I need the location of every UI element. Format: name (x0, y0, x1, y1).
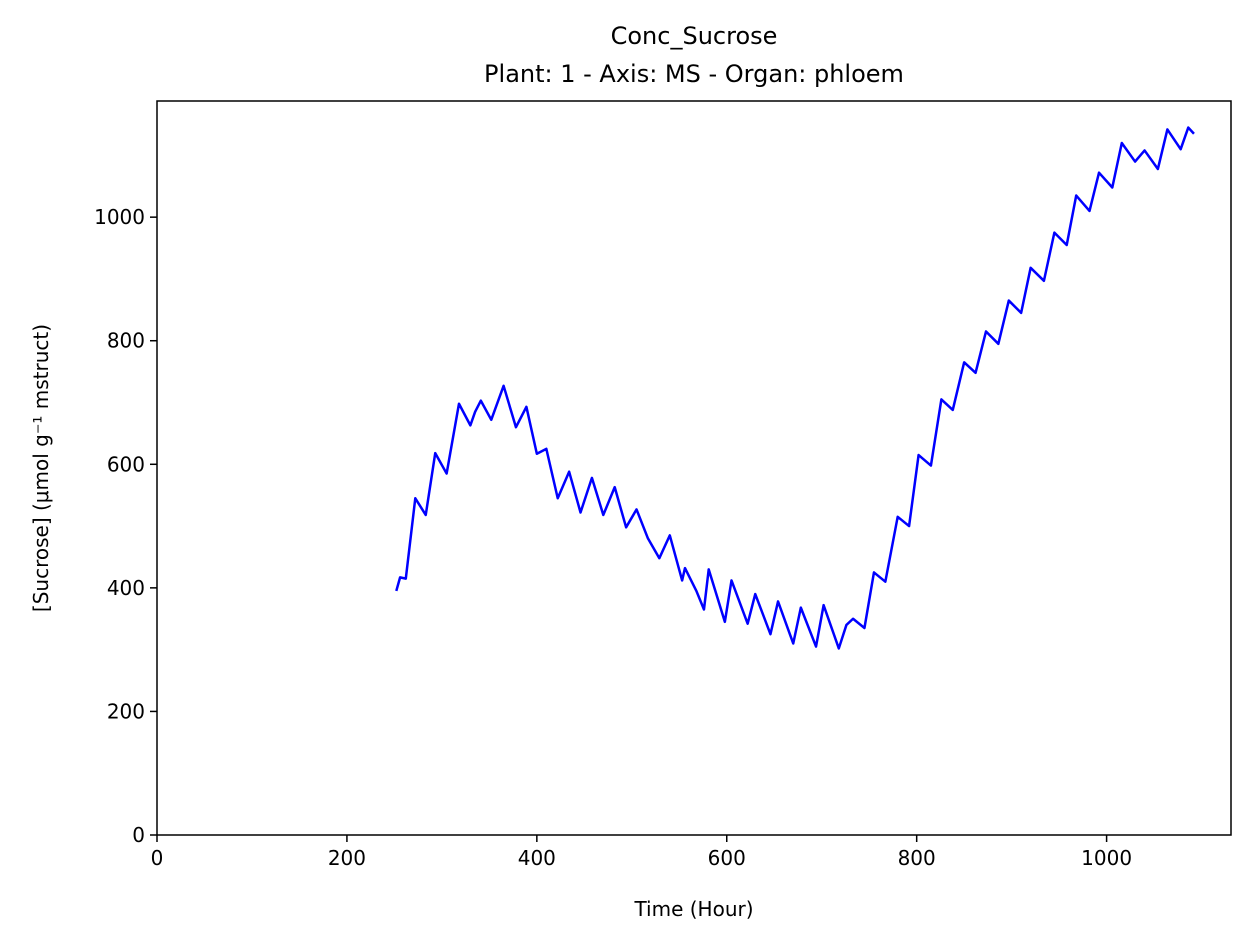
x-tick-label: 800 (898, 846, 936, 870)
y-tick-label: 1000 (94, 205, 145, 229)
y-axis-label: [Sucrose] (μmol g⁻¹ mstruct) (29, 324, 53, 612)
chart-title: Conc_Sucrose (611, 22, 778, 50)
y-tick-label: 0 (132, 823, 145, 847)
x-tick-label: 600 (708, 846, 746, 870)
y-tick-label: 200 (107, 699, 145, 723)
y-tick-label: 800 (107, 329, 145, 353)
chart-subtitle: Plant: 1 - Axis: MS - Organ: phloem (484, 60, 904, 88)
data-line (395, 126, 1195, 650)
x-tick-label: 1000 (1081, 846, 1132, 870)
y-tick-label: 600 (107, 452, 145, 476)
x-axis-label: Time (Hour) (633, 897, 753, 921)
x-tick-label: 400 (518, 846, 556, 870)
x-tick-label: 0 (151, 846, 164, 870)
x-tick-label: 200 (328, 846, 366, 870)
y-tick-label: 400 (107, 576, 145, 600)
plot-frame (156, 100, 1232, 836)
